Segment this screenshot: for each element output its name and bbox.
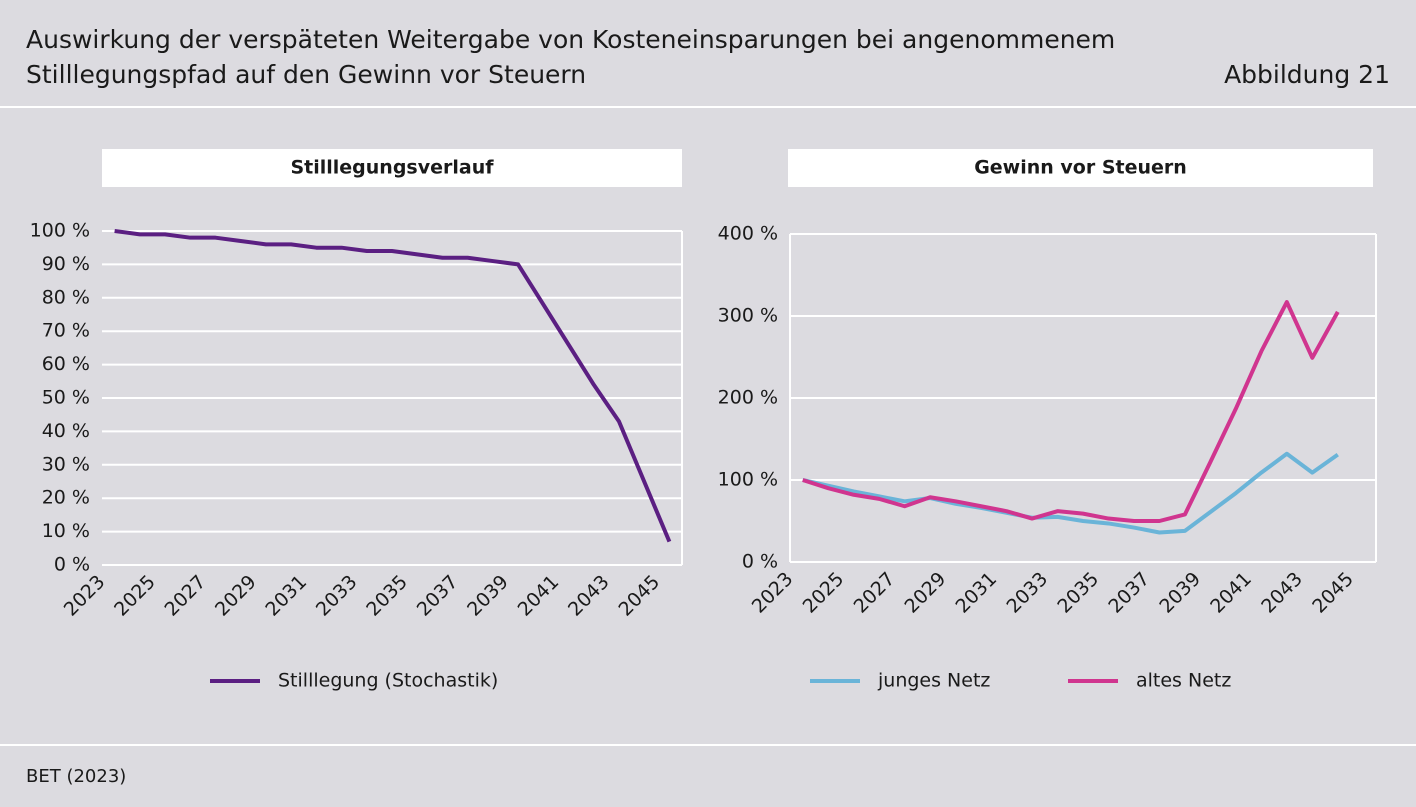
y-tick-label: 10 % <box>42 520 90 542</box>
panel-title-box <box>788 149 1373 187</box>
y-tick-label: 80 % <box>42 286 90 308</box>
figure-label: Abbildung 21 <box>1224 60 1390 89</box>
legend-label: junges Netz <box>877 670 990 692</box>
title-line: Auswirkung der verspäteten Weitergabe vo… <box>26 25 1115 54</box>
y-tick-label: 40 % <box>42 420 90 442</box>
y-tick-label: 30 % <box>42 453 90 475</box>
legend-label: Stilllegung (Stochastik) <box>278 670 498 692</box>
y-tick-label: 0 % <box>54 554 90 576</box>
y-tick-label: 200 % <box>718 387 778 409</box>
series-line <box>802 451 1339 535</box>
y-tick-label: 100 % <box>30 220 90 242</box>
legend-label: altes Netz <box>1136 670 1231 692</box>
y-tick-label: 300 % <box>718 305 778 327</box>
y-tick-label: 50 % <box>42 387 90 409</box>
panel-title: Stilllegungsverlauf <box>290 157 494 179</box>
y-tick-label: 20 % <box>42 487 90 509</box>
y-tick-label: 90 % <box>42 253 90 275</box>
source: BET (2023) <box>26 766 126 787</box>
series-line <box>114 229 672 543</box>
y-tick-label: 60 % <box>42 353 90 375</box>
y-tick-label: 400 % <box>718 223 778 245</box>
y-tick-label: 70 % <box>42 320 90 342</box>
title-line: Stilllegungspfad auf den Gewinn vor Steu… <box>26 60 586 89</box>
y-tick-label: 100 % <box>718 469 778 491</box>
panel-title-box <box>102 149 682 187</box>
y-tick-label: 0 % <box>742 551 778 573</box>
panel-title: Gewinn vor Steuern <box>974 157 1187 179</box>
series-line <box>802 300 1340 523</box>
